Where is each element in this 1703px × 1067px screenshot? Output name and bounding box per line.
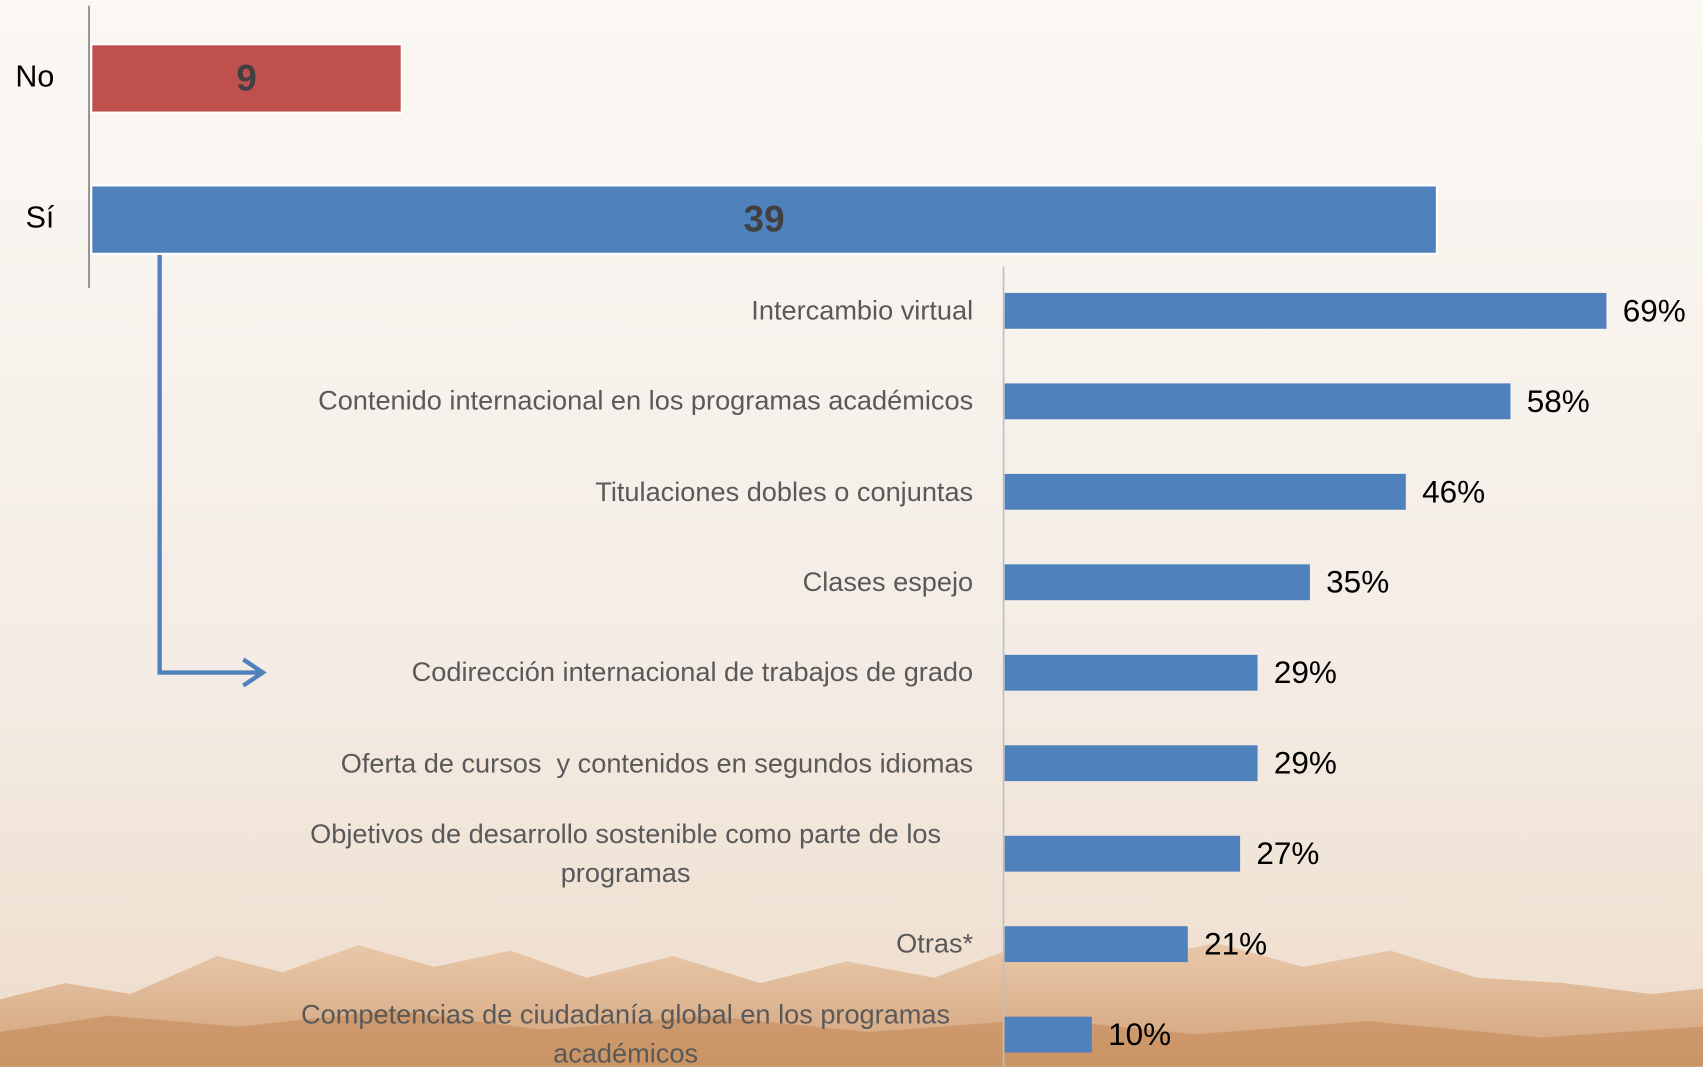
category-label-box: Competencias de ciudadanía global en los…: [278, 991, 973, 1067]
bar: [1004, 292, 1607, 329]
category-label: Otras*: [278, 901, 973, 988]
category-label: Titulaciones dobles o conjuntas: [278, 448, 973, 535]
y-tick-label: Objetivos de desarrollo sostenible como …: [310, 818, 949, 889]
bar: [1004, 745, 1258, 782]
data-label: 21%: [1204, 926, 1267, 962]
y-tick-label: Otras*: [896, 928, 974, 960]
bar: [90, 184, 1439, 255]
data-label: 39: [744, 199, 785, 240]
category-label: Contenido internacional en los programas…: [278, 358, 973, 445]
bar: [1004, 564, 1310, 601]
data-label: 9: [236, 57, 257, 98]
category-label-box: Intercambio virtual: [278, 267, 973, 354]
arrow-head: [242, 657, 267, 688]
category-label: Intercambio virtual: [278, 267, 973, 354]
foothills: [0, 1010, 1703, 1067]
category-label: Objetivos de desarrollo sostenible como …: [278, 810, 973, 897]
bar: [1004, 473, 1406, 510]
category-label-box: Contenido internacional en los programas…: [278, 358, 973, 445]
y-tick-label: Codirección internacional de trabajos de…: [411, 657, 974, 688]
marks: No 9 Sí 39 Intercambio virtual 69% Contenido i…: [15, 43, 1686, 1067]
data-label: 29%: [1274, 654, 1337, 690]
category-label-box: Oferta de cursos y contenidos en segundo…: [278, 720, 973, 807]
y-tick-label: Competencias de ciudadanía global en los…: [301, 999, 958, 1067]
category-label: Oferta de cursos y contenidos en segundo…: [278, 720, 973, 807]
category-label-box: Otras*: [278, 901, 973, 988]
category-label: Codirección internacional de trabajos de…: [278, 629, 974, 716]
data-label: 10%: [1108, 1016, 1171, 1052]
data-label: 58%: [1527, 383, 1590, 419]
y-tick-label: Intercambio virtual: [751, 295, 974, 327]
bar: [1004, 835, 1241, 872]
bar: [1004, 1016, 1092, 1053]
connector-arrow: [157, 217, 261, 675]
y-tick-label: No: [15, 59, 54, 93]
category-label: Clases espejo: [278, 539, 974, 626]
bar: [1004, 654, 1258, 691]
category-label-box: Objetivos de desarrollo sostenible como …: [278, 810, 973, 897]
y-tick-label: Oferta de cursos y contenidos en segundo…: [340, 748, 974, 779]
category-label: Competencias de ciudadanía global en los…: [278, 991, 973, 1067]
bar: [1004, 926, 1188, 963]
data-label: 69%: [1623, 292, 1686, 328]
bar: [1004, 383, 1511, 420]
data-label: 35%: [1326, 564, 1389, 600]
y-tick-label: Clases espejo: [802, 567, 974, 598]
data-label: 46%: [1422, 473, 1485, 509]
bar: [90, 43, 403, 114]
y-tick-label: Titulaciones dobles o conjuntas: [595, 476, 974, 507]
y-tick-label: Sí: [26, 201, 55, 235]
category-label-box: Titulaciones dobles o conjuntas: [278, 448, 973, 535]
data-label: 27%: [1256, 835, 1319, 871]
data-label: 29%: [1274, 745, 1337, 781]
category-label-box: Codirección internacional de trabajos de…: [278, 629, 974, 716]
category-label-box: Clases espejo: [278, 539, 974, 626]
y-tick-label: Contenido internacional en los programas…: [318, 386, 974, 417]
